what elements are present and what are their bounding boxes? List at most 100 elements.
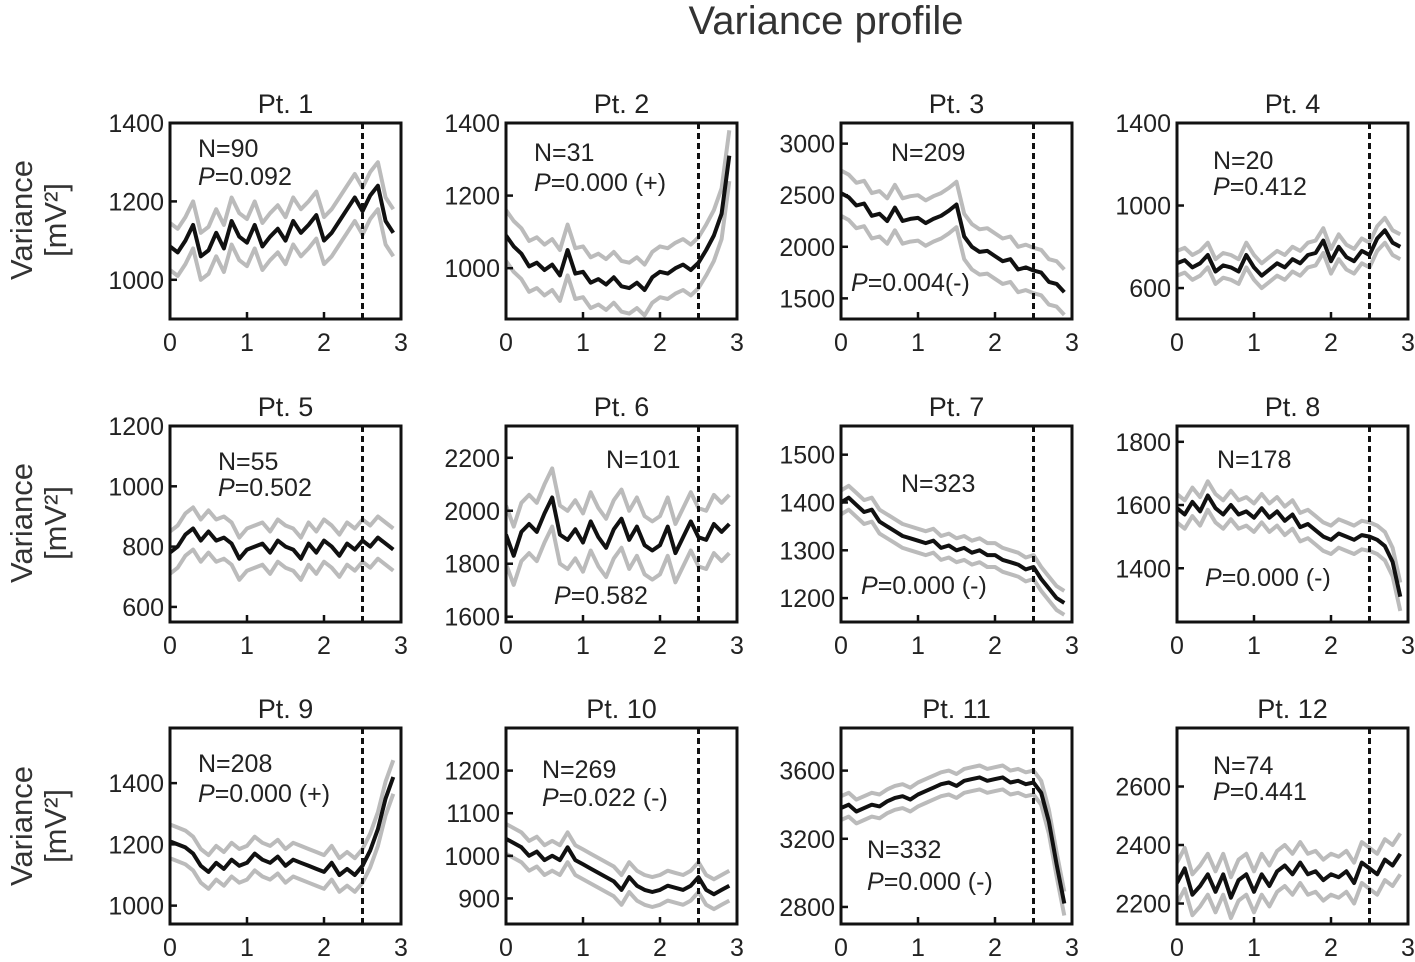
p-symbol: P	[867, 868, 884, 896]
y-tick-label: 1400	[444, 110, 500, 138]
panel-curves	[841, 168, 1066, 317]
mean-line	[841, 495, 1066, 605]
mean-line	[506, 155, 732, 292]
y-tick-label: 900	[458, 885, 500, 913]
x-tick-label: 0	[1170, 632, 1184, 660]
y-tick-label: 2200	[1115, 891, 1171, 919]
x-tick-label: 0	[834, 632, 848, 660]
x-tick-label: 0	[834, 934, 848, 962]
upper-band-line	[841, 763, 1067, 892]
panel-curves	[1177, 479, 1403, 612]
n-count-label: N=323	[901, 470, 975, 498]
p-symbol: P	[198, 780, 215, 808]
p-value-label: P=0.000 (-)	[1205, 564, 1331, 592]
p-symbol: P	[851, 269, 868, 297]
p-value: =0.000 (+)	[215, 780, 330, 808]
y-tick-label: 1400	[1115, 555, 1171, 583]
p-value-label: P=0.582	[554, 582, 648, 610]
p-value: =0.412	[1230, 173, 1307, 201]
x-tick-label: 2	[653, 329, 667, 357]
panel-frame	[839, 726, 1074, 926]
x-tick-label: 1	[1247, 934, 1261, 962]
y-tick-label: 1200	[444, 183, 500, 211]
panel-title: Pt. 10	[586, 694, 657, 724]
x-tick-label: 3	[1065, 934, 1079, 962]
lower-band-line	[506, 524, 731, 587]
panel-pt-12: Pt. 12 0 1 2 3 2200 2400 2600 N=74P=0.441	[1115, 694, 1415, 962]
y-axis-label-line1: Variance	[4, 766, 39, 886]
x-tick-label: 0	[163, 632, 177, 660]
y-tick-label: 800	[122, 534, 164, 562]
n-count-label: N=90	[198, 135, 258, 163]
panel-title: Pt. 9	[258, 694, 314, 724]
p-value-label: P=0.000 (-)	[867, 868, 993, 896]
x-tick-label: 1	[576, 632, 590, 660]
y-axis-label-line2: [mV²]	[38, 183, 73, 257]
p-symbol: P	[218, 474, 235, 502]
upper-band-line	[170, 160, 395, 235]
x-tick-label: 3	[1065, 632, 1079, 660]
y-tick-label: 2200	[444, 445, 500, 473]
panel-title: Pt. 6	[594, 392, 650, 422]
panel-title: Pt. 12	[1257, 694, 1328, 724]
panel-curves	[170, 505, 395, 582]
y-tick-label: 2400	[1115, 832, 1171, 860]
y-tick-label: 1000	[444, 255, 500, 283]
panel-pt-8: Pt. 8 0 1 2 3 1400 1600 1800 N=178 P=0.000 (-)	[1115, 392, 1415, 660]
panel-frame	[168, 424, 403, 624]
y-tick-label: 1800	[444, 551, 500, 579]
panel-frame	[1175, 121, 1410, 321]
mean-line	[170, 526, 395, 561]
p-value-label: P=0.092	[198, 163, 292, 191]
upper-band-line	[841, 168, 1066, 271]
x-tick-label: 1	[240, 329, 254, 357]
panel-curves	[506, 130, 732, 318]
x-tick-label: 3	[730, 934, 744, 962]
mean-line	[170, 776, 396, 877]
panel-frame	[168, 121, 403, 321]
y-tick-label: 2500	[779, 182, 835, 210]
x-tick-label: 0	[834, 329, 848, 357]
x-tick-label: 1	[911, 632, 925, 660]
panel-pt-4: Pt. 4 0 1 2 3 600 1000 1400 N=20P=0.412	[1115, 89, 1415, 357]
n-count-label: N=269	[542, 756, 616, 784]
y-tick-label: 1000	[108, 893, 164, 921]
p-symbol: P	[1205, 564, 1222, 592]
x-tick-label: 1	[576, 329, 590, 357]
panel-title: Pt. 1	[258, 89, 314, 119]
y-tick-label: 1600	[444, 604, 500, 632]
panel-curves	[170, 160, 395, 282]
panel-curves	[1177, 215, 1402, 291]
y-tick-label: 1100	[446, 800, 500, 828]
lower-band-line	[170, 547, 395, 582]
y-tick-label: 600	[122, 594, 164, 622]
lower-band-line	[841, 214, 1066, 317]
y-tick-label: 2600	[1115, 774, 1171, 802]
y-tick-label: 1000	[1115, 193, 1171, 221]
x-tick-label: 0	[1170, 329, 1184, 357]
lower-band-line	[170, 207, 395, 282]
upper-band-line	[170, 505, 395, 540]
p-value: =0.022 (-)	[559, 784, 668, 812]
panel-curves	[841, 763, 1067, 916]
p-value: =0.582	[571, 582, 648, 610]
panel-frame	[839, 121, 1074, 321]
p-value: =0.000 (-)	[884, 868, 993, 896]
x-tick-label: 3	[394, 934, 408, 962]
x-tick-label: 3	[1401, 632, 1415, 660]
upper-band-line	[506, 466, 731, 529]
x-tick-label: 2	[1324, 329, 1338, 357]
mean-line	[506, 495, 731, 558]
lower-band-line	[506, 180, 732, 318]
x-tick-label: 2	[653, 934, 667, 962]
x-tick-label: 2	[317, 632, 331, 660]
x-tick-label: 3	[1065, 329, 1079, 357]
y-tick-label: 1200	[108, 188, 164, 216]
y-axis-label-row-1: Variance [mV²]	[4, 160, 73, 280]
panel-title: Pt. 11	[922, 694, 991, 724]
x-tick-label: 0	[499, 632, 513, 660]
p-value-label: P=0.000 (+)	[198, 780, 330, 808]
x-tick-label: 0	[163, 934, 177, 962]
